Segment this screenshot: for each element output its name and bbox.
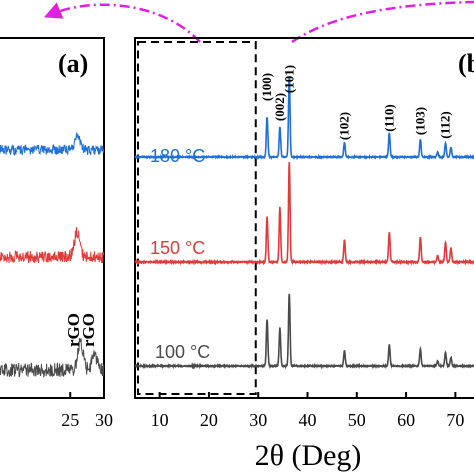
panel-a-series-2 xyxy=(0,338,105,378)
series-line-1 xyxy=(134,161,474,266)
peak-label-6: (112) xyxy=(438,111,453,138)
legend-label-1: 150 °C xyxy=(150,238,205,258)
x-tick-label-3: 40 xyxy=(299,410,317,430)
x-tick-label-1: 20 xyxy=(200,410,218,430)
x-axis-label: 2θ (Deg) xyxy=(255,439,362,472)
x-tick-label-2: 30 xyxy=(249,410,267,430)
x-tick-label-6: 70 xyxy=(446,410,464,430)
peak-label-5: (103) xyxy=(412,107,427,135)
series-line-0 xyxy=(134,76,474,161)
peak-label-3: (102) xyxy=(336,112,351,140)
peak-label-4: (110) xyxy=(381,104,396,131)
x-tick-label-4: 50 xyxy=(348,410,366,430)
legend-label-0: 180 °C xyxy=(150,146,205,166)
highlight-dashed-box xyxy=(137,41,257,395)
panel-a-tick-label-1: 30 xyxy=(95,410,113,430)
panel-a-series-0 xyxy=(0,132,105,157)
connector-arrow-left xyxy=(43,2,201,43)
panel-a-label: (a) xyxy=(58,49,88,78)
series-line-2 xyxy=(134,293,474,370)
x-tick-label-0: 10 xyxy=(151,410,169,430)
connector-arrow-right xyxy=(291,0,474,44)
panel-a-tick-label-0: 25 xyxy=(61,410,79,430)
peak-label-2: (101) xyxy=(281,65,296,93)
panel-b-label: (b xyxy=(458,49,474,78)
rgo-annotation-1: rGO xyxy=(79,313,98,347)
rgo-annotation-0: rGO xyxy=(64,313,83,347)
panel-a-frame xyxy=(0,37,105,399)
panel-b: (b (100)(002)(101) (102) (110) (103) (112) 1… xyxy=(134,37,474,472)
legend-label-2: 100 °C xyxy=(155,342,210,362)
panel-a-series-1 xyxy=(0,226,105,264)
x-tick-label-5: 60 xyxy=(397,410,415,430)
peak-label-1: (002) xyxy=(272,93,287,121)
peak-label-0: (100) xyxy=(259,73,274,101)
